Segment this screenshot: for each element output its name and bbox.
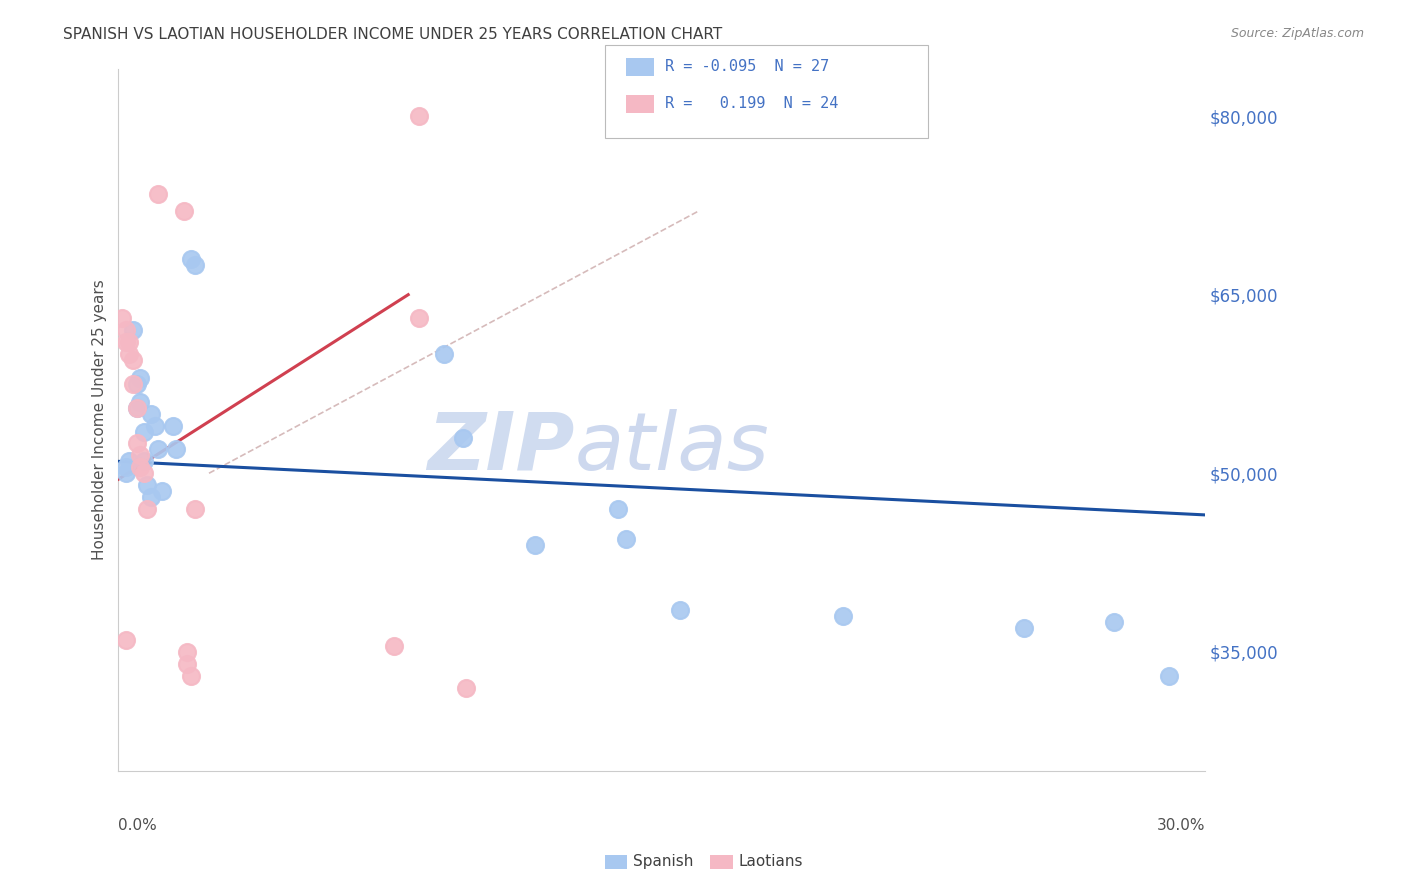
Point	[408, 109, 430, 123]
Text: 30.0%: 30.0%	[1157, 819, 1205, 833]
Text: 0.0%: 0.0%	[118, 819, 157, 833]
Point	[176, 657, 198, 671]
Point	[183, 258, 205, 272]
Point	[148, 186, 170, 201]
Point	[129, 371, 152, 385]
Point	[114, 323, 136, 337]
Point	[125, 436, 148, 450]
Point	[165, 442, 187, 457]
Point	[139, 490, 162, 504]
Point	[118, 335, 141, 350]
Text: R = -0.095  N = 27: R = -0.095 N = 27	[665, 59, 830, 73]
Text: R =   0.199  N = 24: R = 0.199 N = 24	[665, 96, 838, 111]
Point	[122, 323, 145, 337]
Point	[180, 252, 202, 266]
Text: atlas: atlas	[575, 409, 769, 487]
Point	[1212, 716, 1234, 731]
Point	[139, 407, 162, 421]
Point	[118, 347, 141, 361]
Point	[173, 204, 195, 219]
Point	[669, 603, 692, 617]
Point	[125, 401, 148, 415]
Point	[831, 609, 853, 624]
Point	[132, 467, 155, 481]
Point	[180, 668, 202, 682]
Point	[382, 639, 405, 653]
Y-axis label: Householder Income Under 25 years: Householder Income Under 25 years	[93, 279, 107, 560]
Point	[433, 347, 456, 361]
Point	[114, 335, 136, 350]
Point	[125, 376, 148, 391]
Point	[162, 418, 184, 433]
Point	[1012, 621, 1035, 635]
Point	[114, 467, 136, 481]
Text: SPANISH VS LAOTIAN HOUSEHOLDER INCOME UNDER 25 YEARS CORRELATION CHART: SPANISH VS LAOTIAN HOUSEHOLDER INCOME UN…	[63, 27, 723, 42]
Text: Source: ZipAtlas.com: Source: ZipAtlas.com	[1230, 27, 1364, 40]
Point	[408, 311, 430, 326]
Point	[523, 538, 546, 552]
Point	[122, 376, 145, 391]
Point	[136, 502, 159, 516]
Text: ZIP: ZIP	[427, 409, 575, 487]
Point	[132, 454, 155, 468]
Point	[114, 632, 136, 647]
Point	[451, 431, 474, 445]
Point	[129, 394, 152, 409]
Point	[125, 401, 148, 415]
Point	[132, 425, 155, 439]
Point	[456, 681, 478, 695]
Point	[150, 484, 173, 499]
Point	[176, 645, 198, 659]
Point	[122, 353, 145, 368]
Text: Spanish: Spanish	[633, 855, 693, 869]
Point	[143, 418, 166, 433]
Point	[136, 478, 159, 492]
Point	[129, 449, 152, 463]
Point	[614, 532, 637, 546]
Text: Laotians: Laotians	[738, 855, 803, 869]
Point	[148, 442, 170, 457]
Point	[129, 460, 152, 475]
Point	[1104, 615, 1126, 629]
Point	[114, 460, 136, 475]
Point	[183, 502, 205, 516]
Point	[1157, 668, 1180, 682]
Point	[607, 502, 630, 516]
Point	[111, 311, 134, 326]
Point	[118, 454, 141, 468]
